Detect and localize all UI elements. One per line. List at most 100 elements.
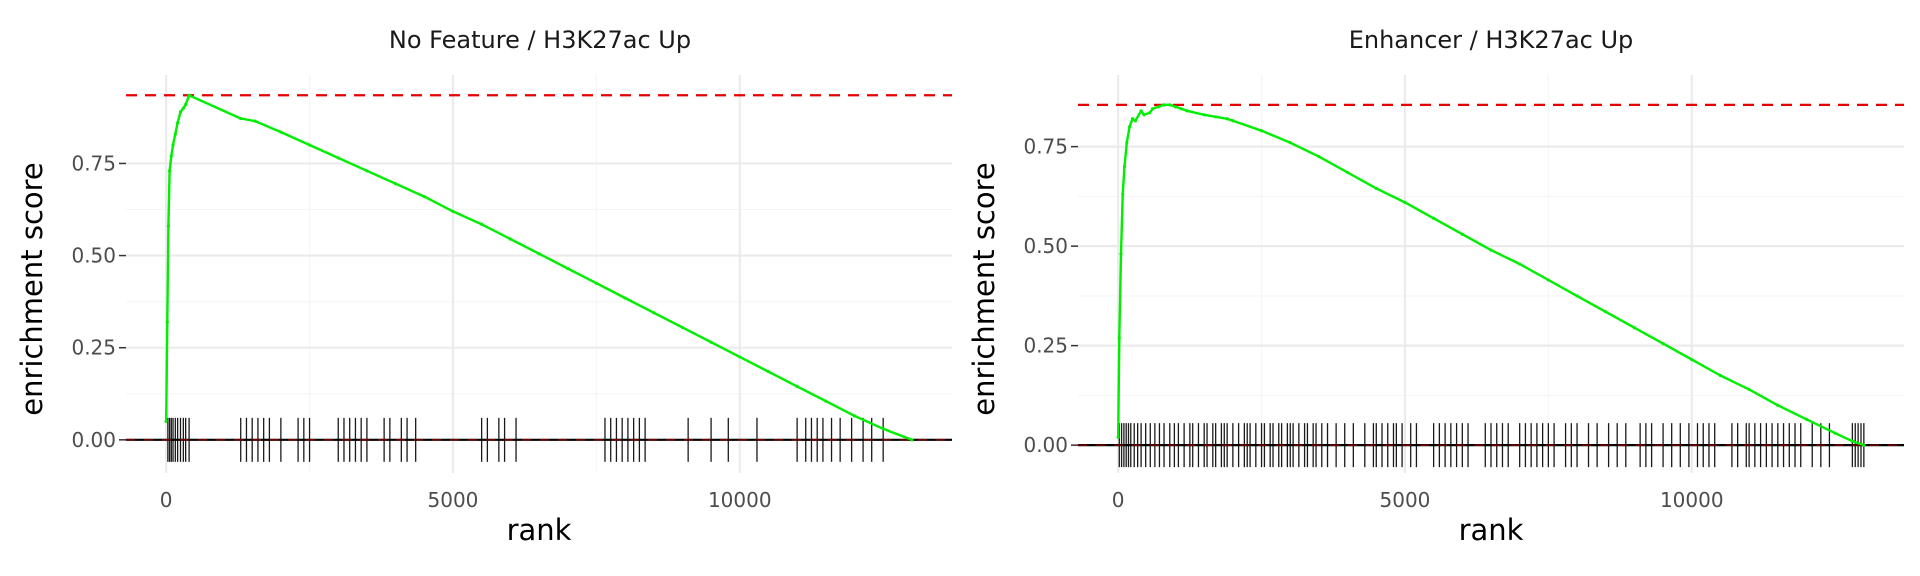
enrichment-point: [167, 169, 172, 173]
enrichment-point: [451, 209, 455, 213]
enrichment-point: [1148, 111, 1152, 115]
y-tick-label: 0.00: [71, 428, 116, 452]
y-tick-label: 0.75: [1023, 135, 1068, 159]
enrichment-point: [1142, 113, 1146, 117]
chart-title: Enhancer / H3K27ac Up: [1349, 26, 1634, 54]
enrichment-point: [1133, 119, 1137, 123]
enrichment-point: [1122, 164, 1127, 169]
enrichment-point: [1150, 107, 1155, 111]
enrichment-point: [239, 116, 243, 121]
enrichment-point: [1776, 403, 1780, 407]
enrichment-point: [1661, 342, 1665, 346]
x-tick-label: 0: [1112, 488, 1125, 512]
enrichment-point: [480, 222, 484, 226]
enrichment-point: [1259, 129, 1264, 133]
enrichment-point: [795, 384, 799, 388]
enrichment-point: [173, 132, 177, 136]
enrichment-point: [1214, 115, 1218, 119]
enrichment-point: [307, 143, 312, 147]
enrichment-point: [169, 154, 173, 158]
enrichment-point: [652, 311, 656, 315]
enrichment-point: [1156, 105, 1160, 109]
y-tick-label: 0.50: [71, 244, 116, 268]
enrichment-point: [393, 182, 398, 186]
enrichment-point: [508, 237, 512, 241]
enrichment-point: [279, 130, 283, 134]
enrichment-point: [1119, 252, 1123, 256]
enrichment-point: [1162, 103, 1166, 107]
y-axis-label: enrichment score: [967, 162, 1001, 416]
enrichment-point: [336, 156, 340, 160]
enrichment-point: [1833, 431, 1837, 435]
enrichment-point: [164, 419, 168, 424]
chart-panel-2: 0.00 0.25 0.50 0.75 0 5000 10000 Enhancer / H3K…: [967, 26, 1904, 547]
enrichment-point: [1117, 336, 1121, 340]
chart-panel-1: 0.00 0.25 0.50 0.75 0 5000 10000 No Feature / H…: [15, 26, 952, 547]
enrichment-point: [1432, 216, 1436, 220]
enrichment-point: [1179, 107, 1183, 111]
chart-title: No Feature / H3K27ac Up: [389, 26, 691, 54]
enrichment-point: [1747, 387, 1751, 392]
enrichment-point: [1374, 186, 1378, 191]
enrichment-point: [178, 110, 183, 114]
enrichment-point: [1185, 109, 1189, 113]
enrichment-point: [1202, 113, 1206, 117]
x-tick-label: 5000: [1380, 488, 1431, 512]
x-tick-label: 0: [160, 488, 173, 512]
enrichment-point: [766, 370, 771, 374]
enrichment-point: [709, 340, 713, 344]
enrichment-point: [1168, 103, 1172, 107]
enrichment-point: [824, 399, 828, 403]
enrichment-point: [1850, 439, 1854, 443]
enrichment-point: [365, 169, 369, 173]
y-tick-label: 0.50: [1023, 234, 1068, 258]
enrichment-point: [680, 325, 685, 330]
enrichment-point: [1116, 435, 1120, 439]
enrichment-point: [623, 296, 627, 300]
enrichment-point: [594, 281, 598, 285]
x-tick-label: 5000: [428, 488, 479, 512]
enrichment-point: [166, 224, 171, 228]
enrichment-point: [1804, 417, 1809, 421]
x-tick-label: 10000: [1660, 488, 1724, 512]
enrichment-point: [184, 102, 188, 107]
enrichment-point: [187, 93, 191, 97]
enrichment-point: [181, 106, 185, 110]
enrichment-point: [881, 427, 885, 431]
enrichment-point: [910, 438, 914, 442]
enrichment-point: [1518, 262, 1522, 266]
y-tick-label: 0.75: [71, 151, 116, 175]
x-tick-label: 10000: [708, 488, 772, 512]
enrichment-point: [1403, 200, 1407, 204]
enrichment-point: [566, 266, 570, 271]
enrichment-point: [253, 119, 257, 123]
y-tick-label: 0.25: [71, 336, 116, 360]
enrichment-point: [537, 252, 541, 256]
enrichment-point: [1231, 119, 1235, 123]
enrichment-point: [1317, 154, 1321, 159]
enrichment-point: [422, 195, 426, 199]
enrichment-point: [1345, 170, 1350, 175]
enrichment-point: [1173, 105, 1178, 109]
enrichment-point: [738, 355, 742, 359]
enrichment-point: [1288, 141, 1292, 145]
enrichment-point: [1128, 125, 1132, 129]
enrichment-line: [1117, 103, 1865, 447]
enrichment-point: [165, 320, 169, 324]
enrichment-point: [1125, 141, 1129, 145]
x-axis-label: rank: [1459, 513, 1524, 547]
enrichment-point: [1546, 278, 1550, 282]
enrichment-point: [1575, 294, 1579, 298]
enrichment-point: [1489, 248, 1493, 252]
x-axis-label: rank: [507, 513, 572, 547]
y-tick-label: 0.25: [1023, 334, 1068, 358]
enrichment-point: [1862, 443, 1866, 447]
enrichment-point: [176, 121, 180, 125]
enrichment-line: [165, 94, 913, 441]
enrichment-point: [1718, 373, 1723, 378]
enrichment-point: [1225, 117, 1229, 121]
enrichment-point: [1690, 357, 1694, 362]
enrichment-point: [852, 414, 857, 418]
